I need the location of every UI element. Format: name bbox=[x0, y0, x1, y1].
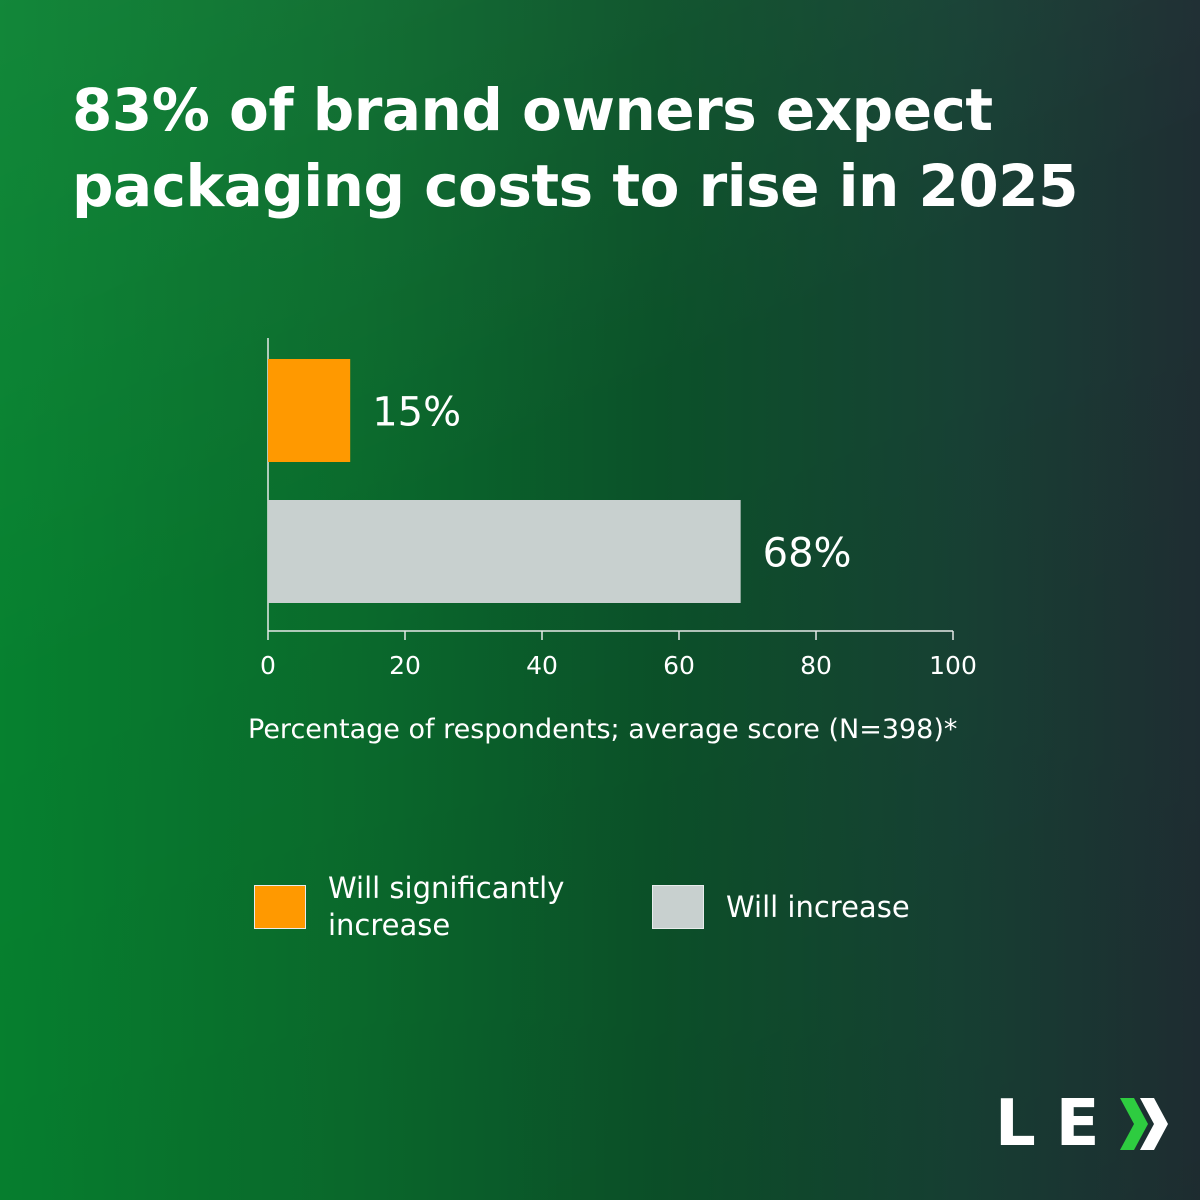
legend-item-significant: Will significantly increase bbox=[254, 870, 564, 944]
chart-legend: Will significantly increase Will increas… bbox=[0, 870, 1200, 960]
logo-x-mark bbox=[1119, 1098, 1168, 1150]
x-tick-label-20: 20 bbox=[389, 651, 421, 680]
logo-letter-l: L bbox=[995, 1087, 1036, 1161]
legend-label-increase: Will increase bbox=[726, 889, 910, 924]
legend-label-significant-line2: increase bbox=[328, 908, 451, 942]
x-tick-label-40: 40 bbox=[526, 651, 558, 680]
bar-1 bbox=[268, 500, 741, 603]
bar-0 bbox=[268, 359, 351, 462]
legend-swatch-significant bbox=[254, 885, 306, 929]
legend-swatch-increase bbox=[652, 885, 704, 929]
data-label-1: 68% bbox=[763, 531, 852, 577]
x-tick-label-60: 60 bbox=[663, 651, 695, 680]
legend-label-significant: Will significantly increase bbox=[328, 870, 564, 944]
x-axis-title: Percentage of respondents; average score… bbox=[248, 714, 957, 745]
x-tick-label-100: 100 bbox=[929, 651, 977, 680]
x-tick-label-0: 0 bbox=[260, 651, 276, 680]
legend-label-significant-line1: Will significantly bbox=[328, 871, 565, 905]
x-tick-label-80: 80 bbox=[800, 651, 832, 680]
legend-item-increase: Will increase bbox=[652, 885, 910, 929]
logo-letter-e: E bbox=[1055, 1087, 1100, 1161]
page-title: 83% of brand owners expect packaging cos… bbox=[72, 76, 1078, 220]
lex-logo: L E bbox=[995, 1092, 1168, 1156]
data-label-0: 15% bbox=[372, 390, 461, 436]
